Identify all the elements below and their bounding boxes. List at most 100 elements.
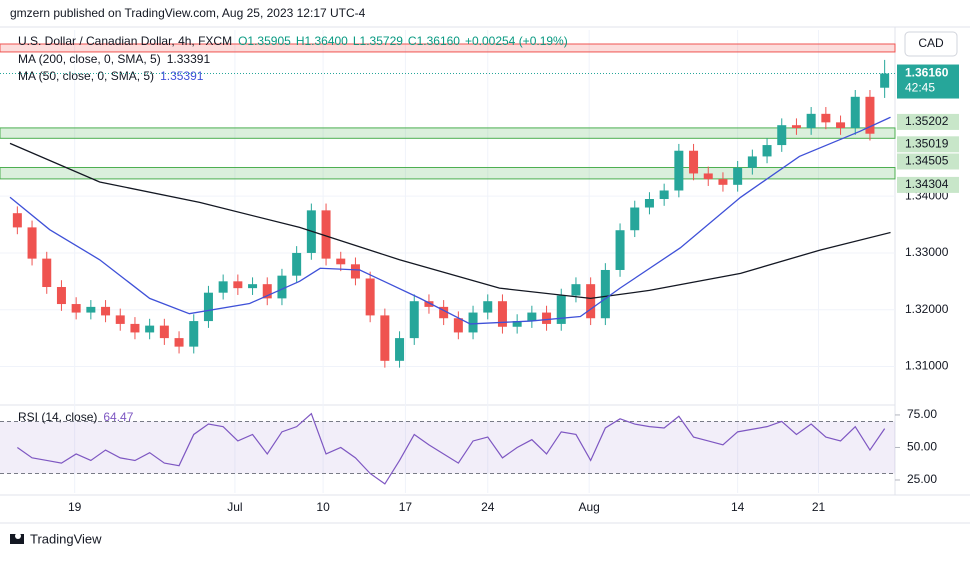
- candle-body: [836, 122, 846, 129]
- zone-label-bg: [897, 136, 959, 153]
- x-tick-label: Jul: [227, 500, 242, 514]
- candle-body: [615, 230, 625, 270]
- x-tick-label: 19: [68, 500, 82, 514]
- candle-body: [630, 207, 640, 231]
- legend-value: 1.35391: [160, 69, 204, 83]
- candle-body: [262, 284, 272, 299]
- zone-label-bg: [897, 153, 959, 170]
- currency[interactable]: CAD: [918, 36, 944, 50]
- x-tick-label: 21: [812, 500, 826, 514]
- candle-body: [101, 306, 111, 316]
- candle-body: [703, 173, 713, 180]
- zone-label-bg: [897, 113, 959, 130]
- candle-body: [277, 275, 287, 299]
- candle-body: [527, 312, 537, 322]
- x-tick-label: Aug: [579, 500, 600, 514]
- candle-body: [42, 258, 52, 288]
- support-zone: [0, 127, 896, 139]
- candle-body: [718, 179, 728, 185]
- y-tick-label: 1.31000: [905, 359, 949, 373]
- zone-label: 1.35202: [905, 114, 949, 128]
- currency-button[interactable]: [904, 31, 958, 57]
- candle-body: [27, 227, 37, 259]
- candle-body: [321, 210, 331, 259]
- rsi-band: [0, 421, 895, 474]
- candle-body: [556, 295, 566, 324]
- candle-body: [174, 338, 184, 347]
- y-tick-label: 75.00: [907, 407, 937, 421]
- candle-body: [203, 292, 213, 322]
- candle-body: [865, 96, 875, 134]
- candle-body: [86, 306, 96, 313]
- candle-body: [424, 301, 434, 307]
- candle-body: [350, 264, 360, 279]
- candle-body: [292, 252, 302, 276]
- candle-body: [395, 338, 405, 361]
- candle-body: [497, 301, 507, 327]
- candle-body: [600, 269, 610, 319]
- zone-label: 1.34505: [905, 154, 949, 168]
- candle-body: [483, 301, 493, 313]
- candle-body: [115, 315, 125, 324]
- ohlc-value: L1.35729: [353, 34, 403, 48]
- rsi-value: 64.47: [103, 410, 133, 424]
- legend-name: MA (50, close, 0, SMA, 5): [18, 69, 154, 83]
- resistance-zone: [0, 43, 896, 53]
- candle-body: [733, 167, 743, 185]
- zone-label: 1.35019: [905, 136, 949, 150]
- candle-body: [453, 318, 463, 333]
- support-zone: [0, 166, 896, 180]
- candle-body: [644, 199, 654, 208]
- candle-body: [806, 113, 816, 129]
- y-tick-label: 1.32000: [905, 302, 949, 316]
- candle-body: [56, 287, 66, 305]
- rsi-line: [17, 412, 886, 485]
- candle-body: [189, 321, 199, 347]
- last-price: 1.36160: [905, 66, 949, 80]
- candle-body: [674, 150, 684, 191]
- candle-body: [218, 281, 228, 293]
- candle-body: [233, 281, 243, 289]
- x-tick-label: 10: [316, 500, 330, 514]
- candle-body: [468, 312, 478, 333]
- logo: [10, 533, 24, 544]
- chart-title: U.S. Dollar / Canadian Dollar, 4h, FXCM: [18, 34, 232, 48]
- x-tick-label: 14: [731, 500, 745, 514]
- candle-body: [145, 325, 155, 333]
- last-price-bg: [897, 64, 959, 99]
- candle-body: [512, 321, 522, 327]
- y-tick-label: 50.00: [907, 440, 937, 454]
- rsi-title: RSI (14, close): [18, 410, 97, 424]
- x-tick-label: 24: [481, 500, 495, 514]
- x-tick-label: 17: [399, 500, 413, 514]
- candle-body: [880, 73, 890, 88]
- candle-body: [762, 145, 772, 157]
- footer-brand: TradingView: [30, 531, 102, 546]
- moving-average: [9, 142, 891, 300]
- candle-body: [130, 323, 140, 333]
- zone-label-bg: [897, 176, 959, 193]
- candle-body: [439, 306, 449, 319]
- candle-body: [689, 150, 699, 174]
- candle-body: [821, 113, 831, 123]
- candle-body: [336, 258, 346, 265]
- zone-label: 1.34304: [905, 177, 949, 191]
- candle-body: [542, 312, 552, 324]
- countdown: 42:45: [905, 81, 935, 95]
- candle-body: [777, 125, 787, 146]
- moving-average: [9, 116, 891, 325]
- candle-body: [791, 125, 801, 129]
- ohlc-value: H1.36400: [296, 34, 348, 48]
- candle-body: [71, 304, 81, 313]
- candle-body: [12, 213, 22, 228]
- legend-value: 1.33391: [167, 52, 211, 66]
- candle-body: [159, 325, 169, 339]
- y-tick-label: 25.00: [907, 472, 937, 486]
- candle-body: [571, 284, 581, 296]
- ohlc-value: O1.35905: [238, 34, 291, 48]
- legend-name: MA (200, close, 0, SMA, 5): [18, 52, 161, 66]
- candle-body: [365, 278, 375, 316]
- candle-body: [409, 301, 419, 339]
